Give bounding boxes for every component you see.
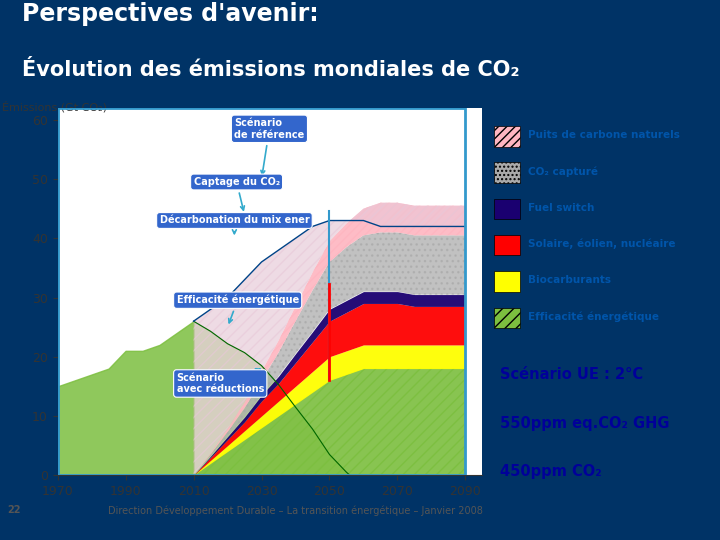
FancyBboxPatch shape xyxy=(494,163,520,183)
Text: Scénario
de référence: Scénario de référence xyxy=(234,118,305,174)
Text: Scénario
avec réductions: Scénario avec réductions xyxy=(176,369,264,394)
Text: Fuel switch: Fuel switch xyxy=(528,203,595,213)
Text: Évolution des émissions mondiales de CO₂: Évolution des émissions mondiales de CO₂ xyxy=(22,60,519,80)
Text: Direction Développement Durable – La transition énergétique – Janvier 2008: Direction Développement Durable – La tra… xyxy=(108,505,483,516)
FancyBboxPatch shape xyxy=(494,126,520,146)
Text: Puits de carbone naturels: Puits de carbone naturels xyxy=(528,130,680,140)
Text: Efficacité énergétique: Efficacité énergétique xyxy=(176,295,299,323)
FancyBboxPatch shape xyxy=(494,271,520,292)
Text: Scénario UE : 2°C: Scénario UE : 2°C xyxy=(500,367,644,382)
Text: Émissions (Gt CO₂): Émissions (Gt CO₂) xyxy=(2,100,107,112)
Text: Efficacité énergétique: Efficacité énergétique xyxy=(528,312,660,322)
Text: Biocarburants: Biocarburants xyxy=(528,275,611,285)
FancyBboxPatch shape xyxy=(494,308,520,328)
Text: 450ppm CO₂: 450ppm CO₂ xyxy=(500,464,602,480)
Text: Décarbonation du mix ener: Décarbonation du mix ener xyxy=(160,215,310,234)
FancyBboxPatch shape xyxy=(494,235,520,255)
Text: Captage du CO₂: Captage du CO₂ xyxy=(194,177,279,210)
Text: 22: 22 xyxy=(7,505,21,515)
Text: Solaire, éolien, nucléaire: Solaire, éolien, nucléaire xyxy=(528,239,676,249)
Text: 550ppm eq.CO₂ GHG: 550ppm eq.CO₂ GHG xyxy=(500,416,670,431)
Text: Perspectives d'avenir:: Perspectives d'avenir: xyxy=(22,2,318,26)
FancyBboxPatch shape xyxy=(494,199,520,219)
Text: CO₂ capturé: CO₂ capturé xyxy=(528,166,598,177)
